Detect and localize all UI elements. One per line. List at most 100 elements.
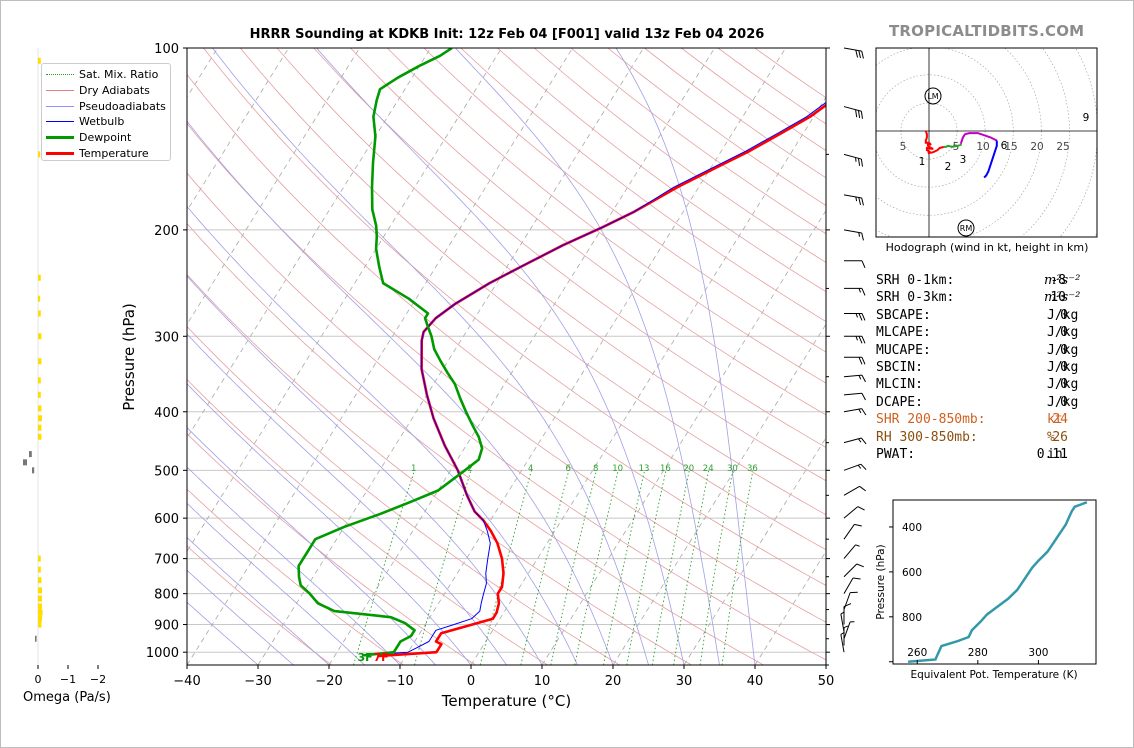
- barb-flag: [860, 158, 863, 167]
- barb-flag: [854, 523, 862, 527]
- brand-logo-text: TROPICALTIDBITS.COM: [889, 22, 1085, 40]
- surface-dewpoint-label: 3F: [357, 651, 372, 664]
- omega-bar: [29, 451, 32, 458]
- isotherm-line: [754, 550, 826, 665]
- legend-label: Dewpoint: [79, 131, 132, 145]
- omega-bar: [38, 609, 43, 616]
- wind-barb: [843, 47, 864, 59]
- legend: Sat. Mix. Ratio Dry Adiabats Pseudoadiab…: [41, 63, 171, 161]
- wind-barb: [843, 591, 858, 610]
- mixing-ratio-line: [673, 470, 710, 665]
- hodograph-caption: Hodograph (wind in kt, height in km): [885, 241, 1089, 254]
- barb-flag: [860, 111, 863, 119]
- pseudoadiabat-line: [187, 120, 614, 665]
- omega-bar: [38, 333, 42, 340]
- index-value: 24: [1052, 412, 1068, 428]
- wind-barb: [844, 287, 866, 296]
- index-row: SBCIN: 0 J/kg: [876, 359, 1116, 376]
- barb-staff: [843, 485, 860, 496]
- legend-label: Temperature: [79, 146, 149, 160]
- barb-flag: [857, 158, 861, 166]
- barb-flag: [861, 357, 866, 365]
- wind-barb: [843, 463, 867, 471]
- barb-half: [855, 313, 858, 318]
- index-row: SHR 200-850mb: 24 kt: [876, 411, 1116, 428]
- legend-item-dewpoint: Dewpoint: [42, 130, 170, 146]
- index-unit: m²s⁻²: [1044, 290, 1081, 306]
- barb-flag: [856, 563, 864, 568]
- barb-half: [857, 464, 862, 469]
- barb-staff: [843, 563, 858, 578]
- wind-barb: [843, 544, 860, 559]
- barb-half: [855, 336, 858, 341]
- mixing-ratio-line: [626, 470, 667, 665]
- barb-staff: [843, 47, 862, 52]
- pseudoadiabat-line: [187, 536, 330, 665]
- dry-adiabat-line: [187, 222, 764, 665]
- mixing-ratio-label: 10: [612, 464, 623, 474]
- index-unit: J/kg: [1047, 325, 1079, 341]
- barb-staff: [843, 437, 862, 444]
- dry-adiabat-line: [187, 172, 826, 661]
- surface-temperature-label: 7F: [373, 651, 388, 664]
- hodo-frame: [875, 47, 1098, 238]
- thetae-area: [907, 501, 1088, 664]
- dry-adiabat-line: [187, 273, 692, 665]
- wind-barb: [843, 485, 866, 496]
- barb-flag: [861, 393, 866, 401]
- pseudoadiabat-line: [187, 333, 507, 665]
- pseudoadiabat-line: [187, 275, 543, 665]
- barb-staff: [843, 392, 862, 396]
- isotherm-line: [257, 48, 644, 665]
- index-value: 0: [1060, 307, 1068, 323]
- thetae-y-tick-label: 600: [902, 567, 922, 579]
- pseudoadiabat-line: [187, 502, 365, 665]
- index-value: -8: [1050, 273, 1066, 288]
- index-label: DCAPE:: [876, 394, 923, 410]
- wind-barb: [843, 153, 863, 167]
- y-tick-label: 100: [154, 42, 179, 57]
- dry-adiabat-line: [187, 325, 620, 665]
- barb-flag: [861, 313, 866, 321]
- y-tick-label: 900: [154, 619, 179, 634]
- omega-tick-label: 0: [35, 673, 42, 686]
- wind-barb: [843, 408, 867, 416]
- legend-item-wetbulb: Wetbulb: [42, 114, 170, 130]
- wind-barb: [843, 563, 864, 578]
- barb-flag: [850, 591, 858, 594]
- index-row: RH 300-850mb: 26%: [876, 429, 1116, 446]
- barb-staff: [840, 634, 845, 653]
- index-value: 0: [1060, 342, 1068, 358]
- index-label: SBCIN:: [876, 359, 923, 375]
- skewt-plot-area: 1 2 4 6 8 10 13 16 20 24 30 36: [187, 48, 826, 665]
- isotherm-line: [187, 48, 360, 325]
- profile-line-temperature: [377, 103, 826, 658]
- dry-adiabat-line: [187, 74, 826, 586]
- index-label: RH 300-850mb:: [876, 429, 978, 445]
- barb-half: [855, 544, 860, 547]
- omega-bar: [38, 151, 41, 158]
- pseudoadiabat-line: [187, 466, 401, 665]
- dry-adiabat-line: [460, 48, 826, 323]
- index-unit: J/kg: [1047, 359, 1079, 375]
- hodo-height-label: 1: [919, 156, 926, 168]
- index-unit: J/kg: [1047, 307, 1079, 323]
- thetae-line: [907, 501, 1088, 664]
- wind-barb: [843, 229, 864, 241]
- sounding-indices: SRH 0-1km: -8 m²s⁻² SRH 0-3km: 10 m²s⁻² SBCAPE…: [876, 272, 1116, 463]
- wind-barb: [843, 577, 861, 594]
- thetae-y-label: Pressure (hPa): [875, 544, 887, 619]
- isotherm-line: [328, 48, 715, 665]
- barb-flag: [855, 49, 859, 58]
- wind-barb: [843, 437, 867, 445]
- barb-flag: [857, 110, 861, 119]
- mixing-ratio-line: [520, 470, 570, 665]
- pseudoadiabat-line: [187, 601, 259, 665]
- barb-staff: [843, 153, 862, 160]
- dry-adiabat-line: [187, 545, 332, 665]
- hodo-ring-label: 15: [1004, 141, 1017, 153]
- barb-flag: [858, 50, 861, 59]
- dry-adiabat-line: [239, 48, 826, 516]
